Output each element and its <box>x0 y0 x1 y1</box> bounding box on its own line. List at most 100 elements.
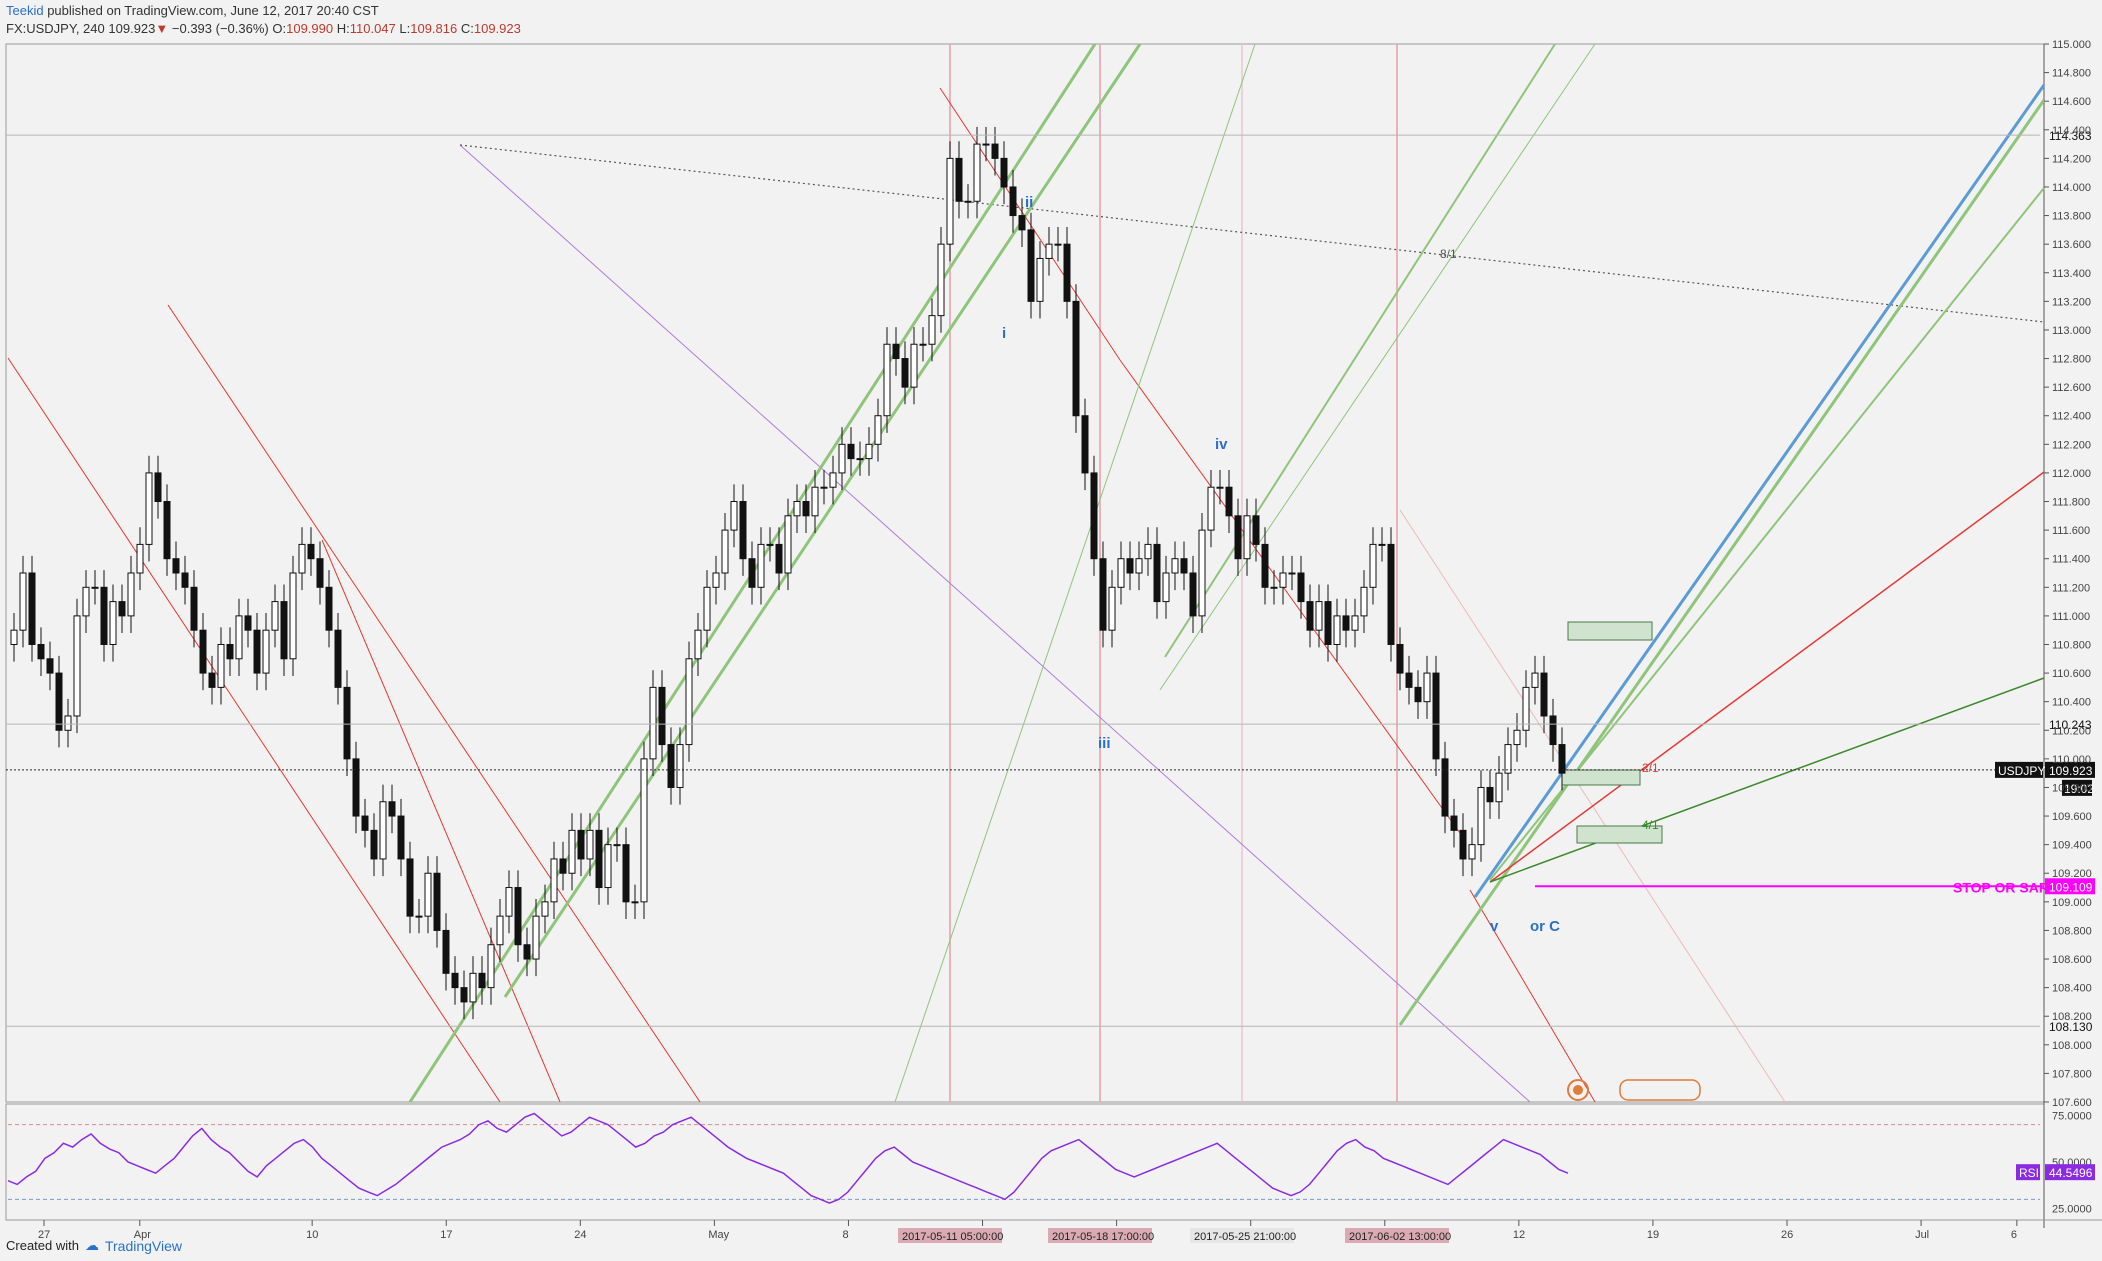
candle-body <box>199 629 207 674</box>
y-axis-label: 114.600 <box>2052 96 2091 108</box>
price-change: −0.393 (−0.36%) <box>171 21 269 36</box>
candle-body <box>550 858 558 903</box>
candle-body <box>1405 672 1413 688</box>
price-tag <box>2045 761 2095 778</box>
rsi-pane[interactable] <box>5 1103 2045 1221</box>
candle-body <box>883 343 891 417</box>
y-axis-label: 113.200 <box>2052 296 2091 308</box>
candle-body <box>1234 515 1242 560</box>
x-axis-label: 19 <box>1647 1229 1659 1241</box>
event-flag-icon <box>1567 1079 1589 1101</box>
candle-body <box>1360 586 1368 617</box>
purple-trend-line <box>459 144 1531 1103</box>
candle-body <box>109 601 117 645</box>
candle-body <box>379 801 387 860</box>
candle-body <box>838 443 846 474</box>
candle-body <box>793 501 801 517</box>
candle-body <box>1063 243 1071 302</box>
candle-body <box>343 686 351 760</box>
candle-body <box>64 715 72 731</box>
candle-body <box>235 615 243 660</box>
author-link[interactable]: Teekid <box>6 3 44 18</box>
candle-body <box>991 143 999 159</box>
y-axis-label: 113.000 <box>2052 325 2091 337</box>
candle-body <box>127 572 135 617</box>
candle-body <box>244 615 252 631</box>
candle-body <box>451 972 459 989</box>
publisher-line: Teekid published on TradingView.com, Jun… <box>6 3 379 18</box>
candle-body <box>181 572 189 588</box>
candle-body <box>55 672 63 731</box>
candle-body <box>406 858 414 917</box>
candle-body <box>388 801 396 817</box>
candle-body <box>1315 601 1323 631</box>
candle-body <box>19 572 27 631</box>
elliott-wave-label: i <box>1002 325 1006 342</box>
high-label: H: <box>336 21 350 36</box>
candle-body <box>280 601 288 660</box>
gann-angle-label: 8/1 <box>1440 247 1457 261</box>
candle-body <box>145 472 153 545</box>
last-price: 109.923 <box>108 21 156 36</box>
candle-body <box>982 143 990 146</box>
y-axis-label: 109.400 <box>2052 840 2092 852</box>
candle-body <box>316 558 324 588</box>
target-zone-box <box>1567 621 1653 641</box>
y-axis-label: 108.400 <box>2052 983 2092 995</box>
y-axis-label: 114.200 <box>2052 153 2091 165</box>
red-channel-line <box>1119 359 1466 841</box>
candle-body <box>361 815 369 831</box>
candle-body <box>766 543 774 546</box>
candle-body <box>1531 672 1539 688</box>
candle-body <box>595 829 603 889</box>
x-axis-label: Jul <box>1915 1229 1929 1241</box>
y-axis-label: 112.600 <box>2052 382 2091 394</box>
candle-body <box>370 829 378 860</box>
candle-body <box>1054 243 1062 246</box>
price-tag-label: 110.243 <box>2049 718 2092 732</box>
rsi-label: RSI <box>2019 1166 2039 1180</box>
rsi-label-tag <box>2016 1164 2040 1181</box>
candle-body <box>820 486 828 489</box>
x-axis-label: May <box>708 1229 729 1241</box>
rsi-line <box>7 1112 1569 1204</box>
candle-body <box>1216 486 1224 489</box>
candle-body <box>1090 472 1098 560</box>
candle-body <box>865 443 873 460</box>
price-tag-label: 114.363 <box>2049 129 2092 143</box>
blue-trend-line <box>1473 84 2046 898</box>
target-zone-box <box>1561 769 1641 786</box>
candle-body <box>1018 215 1026 231</box>
candle-body <box>937 243 945 317</box>
rsi-axis-label: 75.0000 <box>2052 1110 2092 1122</box>
y-axis-label: 111.800 <box>2052 497 2090 509</box>
y-axis-label: 108.600 <box>2052 954 2092 966</box>
candle-body <box>730 501 738 531</box>
candle-body <box>100 586 108 645</box>
candle-body <box>1009 186 1017 217</box>
candle-body <box>694 629 702 660</box>
candle-body <box>163 501 171 560</box>
candle-body <box>226 643 234 660</box>
candle-body <box>1180 558 1188 574</box>
candle-body <box>649 686 657 760</box>
countdown-tag <box>2062 779 2092 796</box>
y-axis-label: 112.200 <box>2052 439 2091 451</box>
candle-body <box>1486 786 1494 803</box>
y-axis-label: 107.800 <box>2052 1068 2092 1080</box>
tradingview-brand-link[interactable]: TradingView <box>104 1237 183 1254</box>
vertical-date-tag <box>1190 1228 1294 1243</box>
candle-body <box>802 501 810 517</box>
high-value: 110.047 <box>349 21 396 36</box>
candle-body <box>1414 686 1422 703</box>
vertical-date-tag <box>1345 1228 1449 1243</box>
x-axis-label: 26 <box>1781 1229 1793 1241</box>
candle-body <box>874 415 882 445</box>
candle-body <box>532 915 540 960</box>
candle-body <box>964 200 972 203</box>
price-tag <box>2045 1018 2095 1035</box>
green-channel-line <box>1489 187 2045 881</box>
vertical-date-label: 2017-05-25 21:00:00 <box>1194 1231 1296 1243</box>
elliott-wave-label: iv <box>1215 436 1228 453</box>
